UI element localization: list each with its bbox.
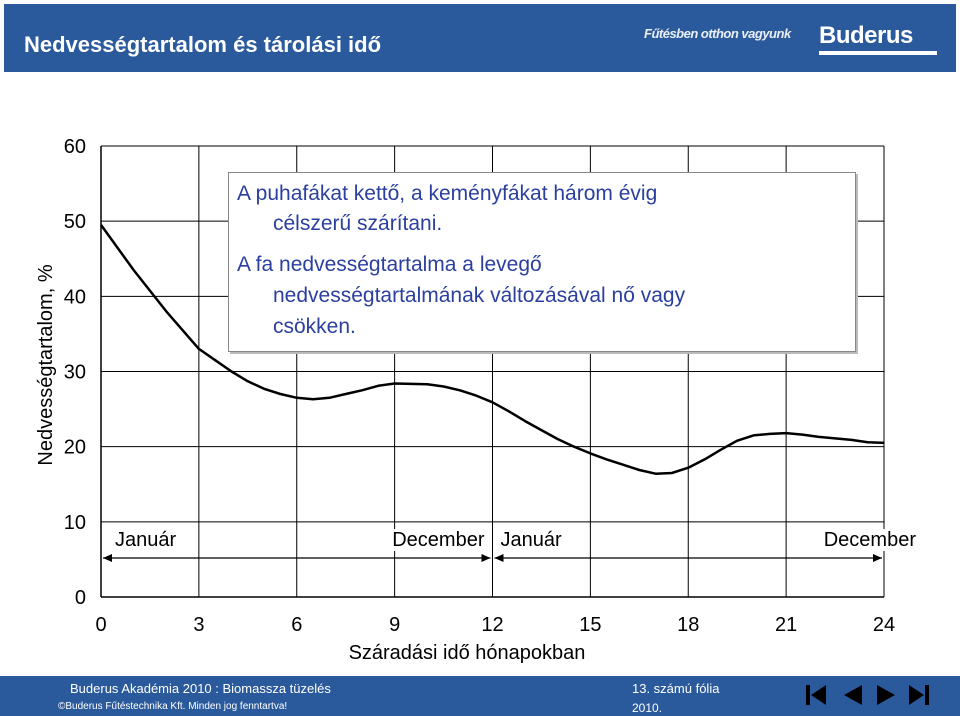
period-label-4: December	[824, 529, 917, 551]
prev-icon[interactable]	[840, 682, 866, 708]
footer-slide-number: 13. számú fólia	[632, 681, 720, 696]
x-tick-18: 18	[677, 614, 699, 636]
x-tick-24: 24	[873, 614, 895, 636]
period-label-1: Január	[115, 529, 176, 551]
period-label-3: Január	[501, 529, 562, 551]
y-tick-20: 20	[64, 437, 86, 459]
slogan: Fűtésben otthon vagyunk	[644, 26, 791, 41]
footer-course: Buderus Akadémia 2010 : Biomassza tüzelé…	[70, 681, 331, 696]
y-tick-50: 50	[64, 211, 86, 233]
period-arrowhead-right-2	[873, 554, 882, 562]
period-arrowhead-right-1	[481, 554, 491, 562]
series-line	[99, 224, 885, 475]
buderus-logo: Buderus	[819, 22, 913, 49]
y-tick-0: 0	[75, 587, 86, 609]
x-tick-12: 12	[481, 614, 503, 636]
annotation-line-4: nedvességtartalmának változásával nő vag…	[273, 284, 686, 307]
y-tick-10: 10	[64, 512, 86, 534]
chart-area: 0 10 20 30 40 50 60 0 3 6 9 12 15 18 21 24 Január Decem…	[35, 136, 920, 664]
annotation-line-1: A puhafákat kettő, a keményfákat három é…	[237, 182, 658, 205]
y-tick-40: 40	[64, 286, 86, 308]
x-tick-0: 0	[95, 614, 106, 636]
y-tick-60: 60	[64, 136, 86, 158]
page-title: Nedvességtartalom és tárolási idő	[24, 32, 382, 57]
footer-copyright: ©Buderus Fűtéstechnika Kft. Minden jog f…	[58, 701, 288, 712]
period-label-bg-4	[820, 529, 920, 551]
next-icon[interactable]	[873, 682, 899, 708]
y-axis-label: Nedvességtartalom, %	[35, 264, 57, 465]
annotation-line-2: célszerű szárítani.	[273, 212, 443, 235]
period-markers: Január December Január December	[103, 529, 920, 562]
y-tick-30: 30	[64, 362, 86, 384]
series-line-group	[99, 224, 885, 475]
x-tick-9: 9	[389, 614, 400, 636]
x-tick-6: 6	[291, 614, 302, 636]
footer-year: 2010.	[632, 701, 663, 715]
period-arrowhead-left-1	[103, 554, 112, 562]
x-tick-15: 15	[579, 614, 601, 636]
annotation-line-5: csökken.	[273, 315, 356, 338]
period-label-bg-3	[497, 529, 565, 551]
y-tick-labels: 0 10 20 30 40 50 60	[64, 136, 86, 609]
first-icon[interactable]	[803, 682, 829, 708]
period-label-bg-1	[112, 529, 180, 551]
annotation-box: A puhafákat kettő, a keményfákat három é…	[228, 172, 856, 352]
period-label-bg-2	[389, 529, 488, 551]
x-tick-21: 21	[775, 614, 797, 636]
period-arrowhead-left-2	[494, 554, 504, 562]
last-icon[interactable]	[906, 682, 932, 708]
x-tick-labels: 0 3 6 9 12 15 18 21 24	[95, 614, 895, 636]
header-bar: Nedvességtartalom és tárolási idő Fűtésb…	[4, 4, 956, 72]
period-label-2: December	[392, 529, 485, 551]
annotation-line-3: A fa nedvességtartalma a levegő	[237, 253, 542, 276]
x-axis-label: Száradási idő hónapokban	[349, 642, 586, 664]
x-tick-3: 3	[193, 614, 204, 636]
footer-bar: Buderus Akadémia 2010 : Biomassza tüzelé…	[0, 676, 960, 716]
logo-underline	[819, 51, 937, 55]
